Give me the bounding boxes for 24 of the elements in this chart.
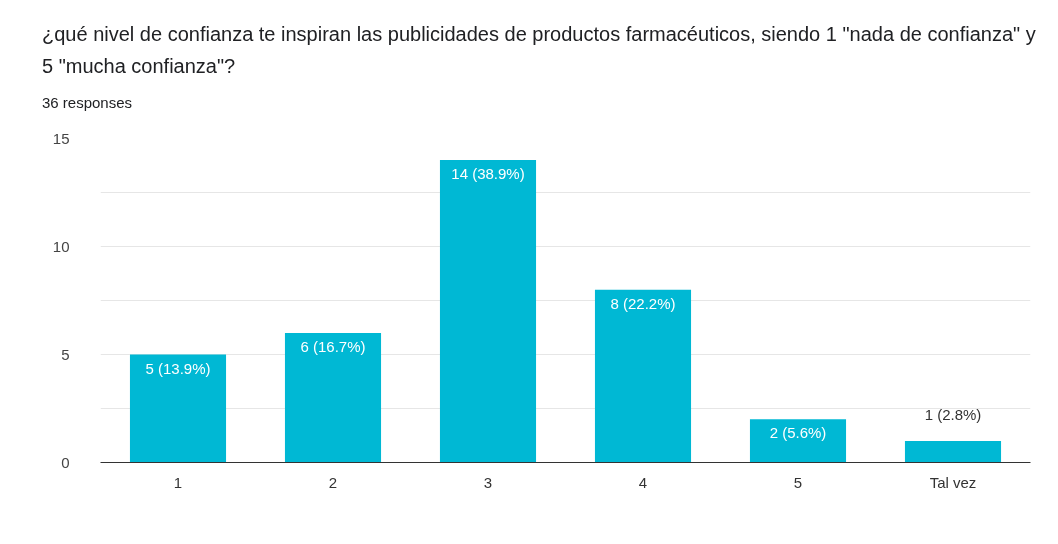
- x-tick-label: 4: [638, 473, 648, 491]
- bar: [129, 354, 227, 463]
- data-label: 8 (22.2%): [610, 295, 676, 313]
- x-tick-label: 5: [793, 473, 803, 491]
- x-tick-label: 2: [328, 473, 338, 491]
- x-tick-label: Tal vez: [929, 473, 977, 491]
- data-label: 5 (13.9%): [145, 359, 211, 377]
- x-tick-label: 1: [173, 473, 183, 491]
- data-label: 1 (2.8%): [924, 406, 982, 424]
- data-label: 6 (16.7%): [300, 338, 366, 356]
- y-tick-label: 5: [61, 345, 70, 363]
- y-tick-label: 10: [52, 237, 70, 255]
- bar: [594, 290, 692, 463]
- bar: [439, 160, 537, 463]
- x-tick-label: 3: [483, 473, 493, 491]
- bar: [749, 419, 847, 463]
- data-label: 2 (5.6%): [769, 424, 827, 442]
- bar: [284, 333, 382, 463]
- bar: [904, 441, 1002, 463]
- y-tick-label: 15: [52, 129, 70, 147]
- chart-title: ¿qué nivel de confianza te inspiran las publicidades de productos farmacéuticos, siendo 1 "nada de confianza" y 5 "mucha confianza"?: [42, 22, 1037, 79]
- y-tick-label: 0: [61, 453, 70, 471]
- chart-subtitle: 36 responses: [42, 93, 133, 113]
- data-label: 14 (38.9%): [451, 165, 525, 183]
